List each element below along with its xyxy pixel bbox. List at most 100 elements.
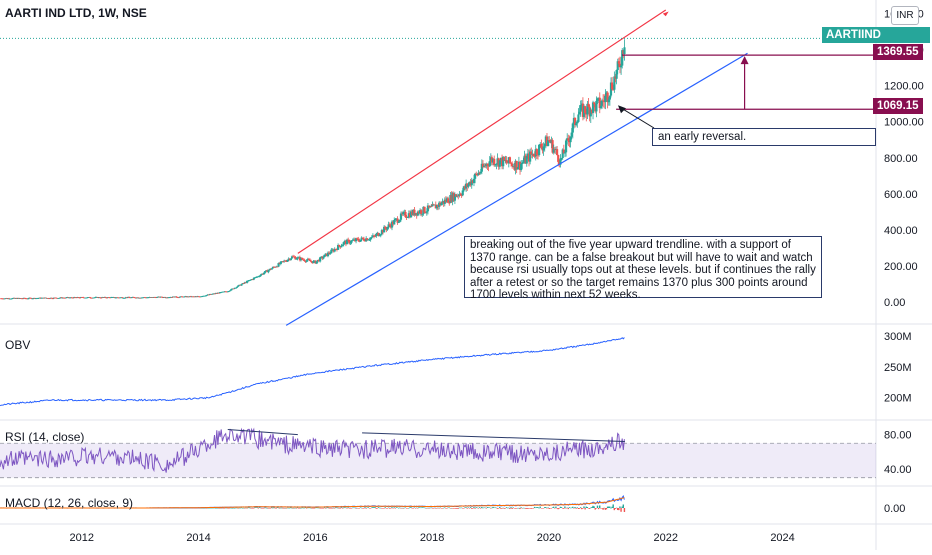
- candle-body: [481, 163, 485, 168]
- candle-body: [283, 260, 286, 262]
- reversal-note[interactable]: an early reversal.: [652, 128, 876, 146]
- candle-body: [56, 298, 59, 299]
- candle-body: [402, 212, 405, 215]
- candle-body: [372, 235, 376, 237]
- candle-body: [167, 297, 170, 299]
- macd-histogram-bar: [597, 508, 600, 510]
- macd-histogram-bar: [591, 507, 593, 508]
- candle-body: [477, 172, 480, 176]
- candle-body: [122, 297, 125, 299]
- candle-body: [12, 297, 15, 299]
- analysis-note[interactable]: breaking out of the five year upward tre…: [464, 236, 822, 301]
- candle-body: [523, 155, 526, 162]
- macd-histogram-bar: [259, 507, 262, 509]
- candle-body: [38, 297, 41, 299]
- candle-body: [514, 160, 517, 170]
- macd-histogram-bar: [375, 508, 377, 509]
- candle-body: [67, 297, 70, 298]
- candle-body: [460, 195, 463, 196]
- candle-body: [525, 156, 528, 164]
- macd-histogram-bar: [400, 508, 402, 509]
- macd-histogram-bar: [314, 507, 317, 509]
- candle-body: [491, 158, 495, 163]
- macd-histogram-bar: [469, 507, 472, 508]
- candle-body: [281, 261, 285, 263]
- candle-body: [575, 123, 578, 125]
- macd-histogram-bar: [511, 508, 513, 509]
- candle-body: [207, 294, 211, 296]
- candle-body: [397, 221, 400, 223]
- macd-histogram-bar: [609, 506, 611, 508]
- candle-body: [193, 296, 196, 298]
- candle-body: [476, 173, 479, 176]
- macd-histogram-bar: [563, 508, 565, 509]
- reversal-arrowhead: [618, 105, 626, 114]
- candle-body: [414, 213, 417, 216]
- macd-histogram-bar: [401, 507, 403, 509]
- macd-histogram-bar: [350, 508, 353, 509]
- macd-histogram-bar: [476, 507, 479, 509]
- candle-body: [595, 100, 598, 112]
- macd-histogram-bar: [435, 508, 437, 509]
- macd-histogram-bar: [496, 508, 499, 509]
- candle-body: [310, 261, 313, 262]
- macd-histogram-bar: [268, 508, 271, 509]
- candle-body: [132, 297, 135, 298]
- macd-histogram-bar: [387, 507, 390, 509]
- candle-body: [285, 261, 288, 263]
- macd-histogram-bar: [536, 507, 538, 508]
- macd-histogram-bar: [618, 508, 620, 511]
- candle-body: [83, 297, 86, 299]
- macd-histogram-bar: [611, 506, 613, 508]
- macd-histogram-bar: [455, 508, 457, 509]
- macd-histogram-bar: [428, 508, 430, 509]
- candle-body: [76, 297, 79, 298]
- macd-histogram-bar: [621, 506, 623, 508]
- macd-histogram-bar: [581, 508, 583, 510]
- macd-histogram-bar: [488, 507, 491, 509]
- candle-body: [404, 211, 407, 218]
- macd-histogram-bar: [360, 507, 363, 509]
- candle-body: [351, 240, 354, 241]
- macd-histogram-bar: [272, 507, 274, 509]
- macd-histogram-bar: [439, 507, 441, 509]
- currency-button[interactable]: INR: [891, 6, 919, 25]
- candle-body: [452, 193, 455, 201]
- candle-body: [182, 296, 185, 298]
- candle-body: [229, 290, 232, 292]
- candle-body: [508, 157, 512, 163]
- candle-body: [280, 261, 284, 263]
- candle-body: [301, 257, 304, 260]
- candle-body: [188, 296, 191, 298]
- candle-body: [352, 239, 355, 241]
- candle-body: [79, 297, 83, 298]
- macd-histogram-bar: [344, 507, 346, 508]
- obv-tick-label: 200M: [884, 393, 912, 405]
- candle-body: [493, 158, 496, 166]
- candle-body: [23, 297, 26, 299]
- candle-body: [334, 248, 337, 250]
- candle-body: [80, 297, 84, 298]
- macd-histogram-bar: [378, 507, 381, 509]
- candle-body: [206, 294, 209, 296]
- macd-histogram-bar: [278, 508, 281, 509]
- price-tick-label: 400.00: [884, 225, 918, 237]
- macd-histogram-bar: [366, 507, 368, 509]
- macd-histogram-bar: [307, 507, 309, 509]
- candle-body: [329, 253, 332, 255]
- candle-body: [439, 202, 442, 206]
- macd-histogram-bar: [300, 507, 302, 509]
- macd-histogram-bar: [468, 508, 471, 509]
- candle-body: [503, 156, 506, 161]
- candle-body: [561, 149, 564, 158]
- candle-body: [276, 266, 279, 268]
- candle-body: [15, 298, 18, 299]
- macd-histogram-bar: [464, 507, 466, 508]
- candle-body: [463, 186, 467, 189]
- macd-histogram-bar: [406, 508, 409, 509]
- candle-body: [143, 297, 147, 299]
- candle-body: [161, 297, 164, 299]
- candle-body: [180, 296, 184, 298]
- candle-body: [620, 65, 623, 68]
- macd-histogram-bar: [474, 508, 476, 509]
